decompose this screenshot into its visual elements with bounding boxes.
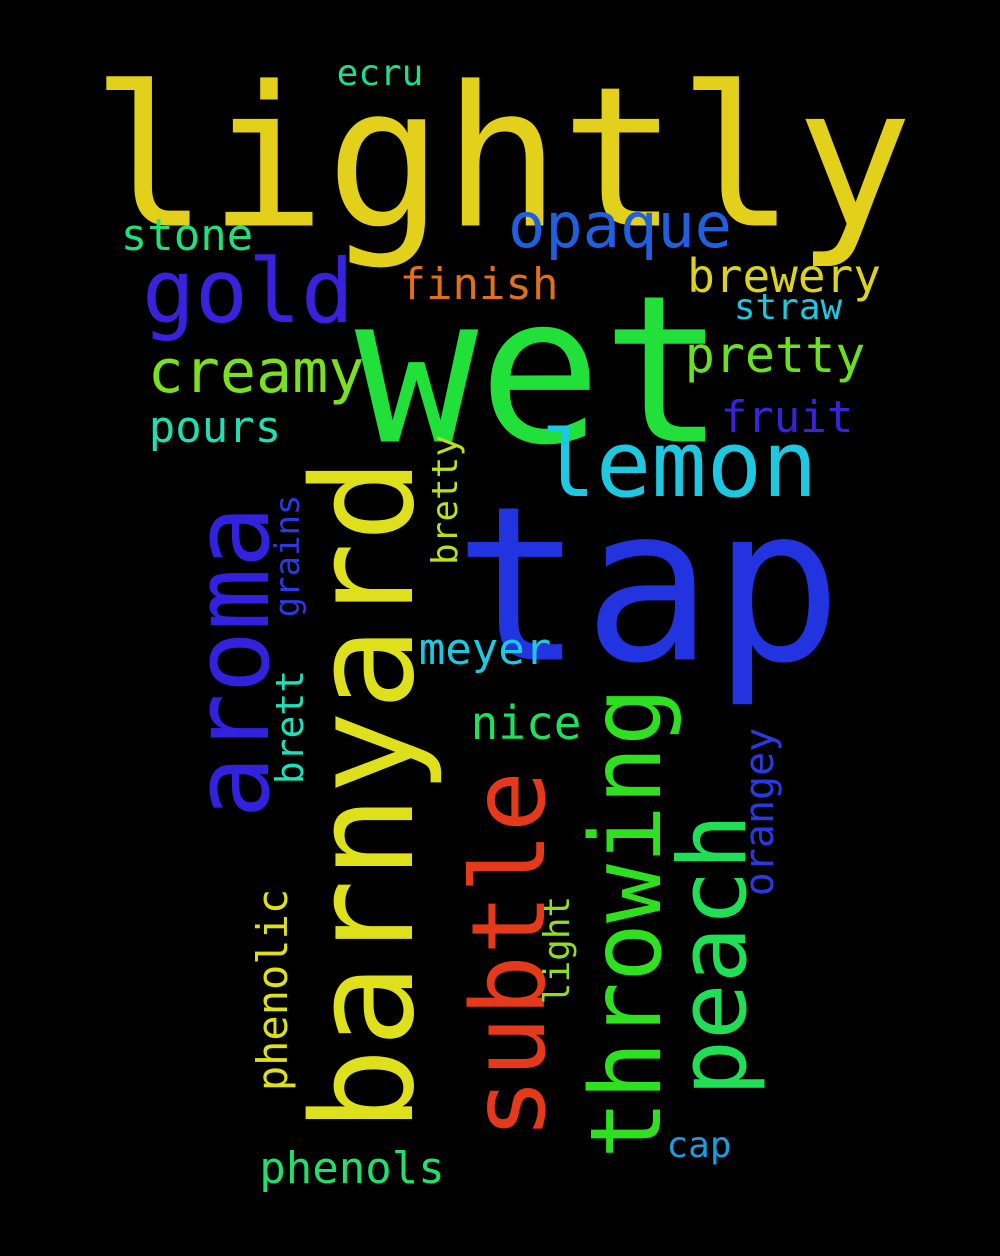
word-lemon: lemon [540,411,818,518]
word-lightly: lightly [91,44,913,272]
word-pretty: pretty [684,326,866,384]
word-bretty: bretty [425,434,466,566]
word-straw: straw [733,287,843,328]
word-ecru: ecru [336,53,424,94]
word-opaque: opaque [508,189,732,262]
word-finish: finish [399,259,559,310]
word-fruit: fruit [720,392,854,443]
word-barnyard: barnyard [283,457,446,1133]
word-phenols: phenols [259,1143,445,1194]
word-gold: gold [142,240,354,343]
word-meyer: meyer [418,624,552,675]
word-cap: cap [666,1125,732,1166]
word-orangey: orangey [737,727,783,897]
word-grains: grains [268,494,308,618]
word-pours: pours [148,402,282,453]
word-wet: wet [354,252,726,491]
word-stone: stone [120,210,254,261]
word-creamy: creamy [147,337,365,407]
word-brewery: brewery [687,249,881,303]
word-light: light [537,895,578,1005]
word-nice: nice [470,696,582,750]
word-brett: brett [268,669,312,785]
word-tap: tap [453,459,843,711]
word-phenolic: phenolic [248,888,297,1092]
